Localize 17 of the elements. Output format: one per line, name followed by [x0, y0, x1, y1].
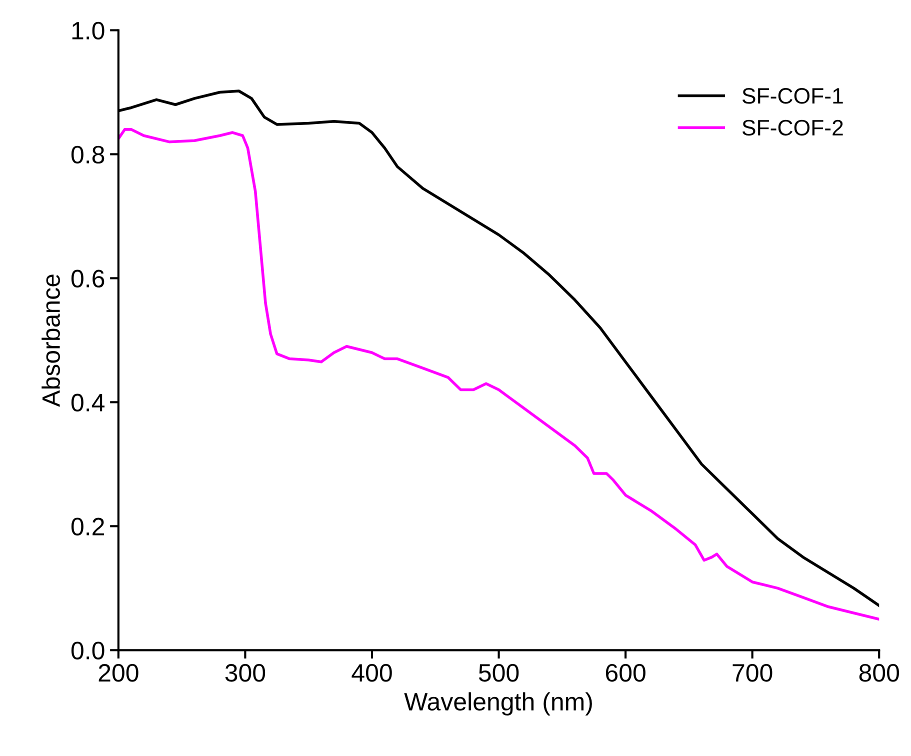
- y-tick-label: 0.6: [71, 270, 104, 288]
- x-tick-label: 800: [859, 664, 899, 682]
- x-tick-label: 600: [606, 664, 646, 682]
- y-tick-label: 0.4: [71, 394, 105, 412]
- legend-label: SF-COF-2: [742, 120, 843, 136]
- x-tick-label: 200: [98, 664, 138, 682]
- x-tick-label: 700: [732, 664, 772, 682]
- y-tick-label: 1.0: [72, 22, 104, 40]
- x-tick-label: 500: [478, 664, 519, 682]
- x-axis-title: Wavelength (nm): [404, 692, 592, 716]
- y-tick-label: 0.0: [71, 642, 104, 660]
- y-tick-label: 0.2: [71, 518, 104, 536]
- x-tick-label: 400: [352, 664, 392, 682]
- x-tick-label: 300: [225, 664, 266, 682]
- y-axis-title: Absorbance: [42, 274, 60, 407]
- legend-label: SF-COF-1: [742, 88, 843, 104]
- y-tick-label: 0.8: [71, 146, 104, 164]
